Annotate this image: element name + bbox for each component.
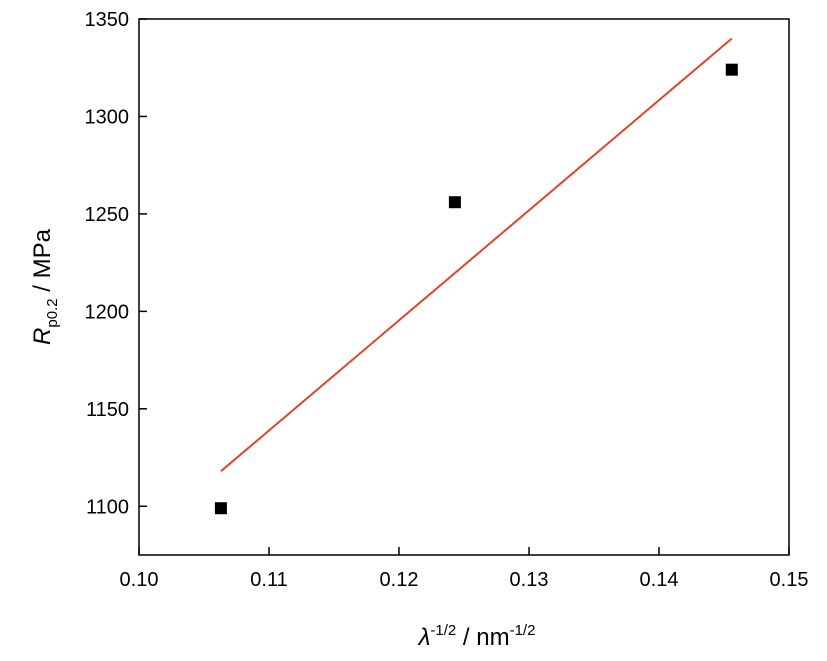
y-tick-label: 1300: [85, 106, 130, 128]
plot-marks: [214, 37, 738, 515]
x-axis-ticks: 0.10 0.11 0.12 0.13 0.14 0.15: [120, 547, 809, 591]
y-tick-label: 1250: [85, 204, 130, 226]
fit-line: [220, 37, 733, 472]
data-point: [448, 196, 461, 209]
y-tick-label: 1350: [85, 9, 130, 31]
data-point: [725, 63, 738, 76]
y-axis-title: Rp0.2 / MPa: [29, 228, 61, 345]
y-axis-ticks: 1100 1150 1200 1250 1300 1350: [85, 9, 147, 518]
x-tick-label: 0.14: [640, 569, 679, 591]
y-tick-label: 1100: [86, 496, 129, 518]
data-point: [214, 502, 227, 515]
y-tick-label: 1200: [85, 301, 130, 323]
x-tick-label: 0.12: [380, 569, 419, 591]
y-tick-label: 1150: [86, 399, 129, 421]
x-tick-label: 0.11: [250, 569, 287, 591]
x-tick-label: 0.13: [510, 569, 549, 591]
plot-frame: [138, 18, 790, 556]
x-axis-title: λ-1/2 / nm-1/2: [417, 622, 536, 651]
x-tick-label: 0.10: [120, 569, 159, 591]
x-tick-label: 0.15: [770, 569, 809, 591]
